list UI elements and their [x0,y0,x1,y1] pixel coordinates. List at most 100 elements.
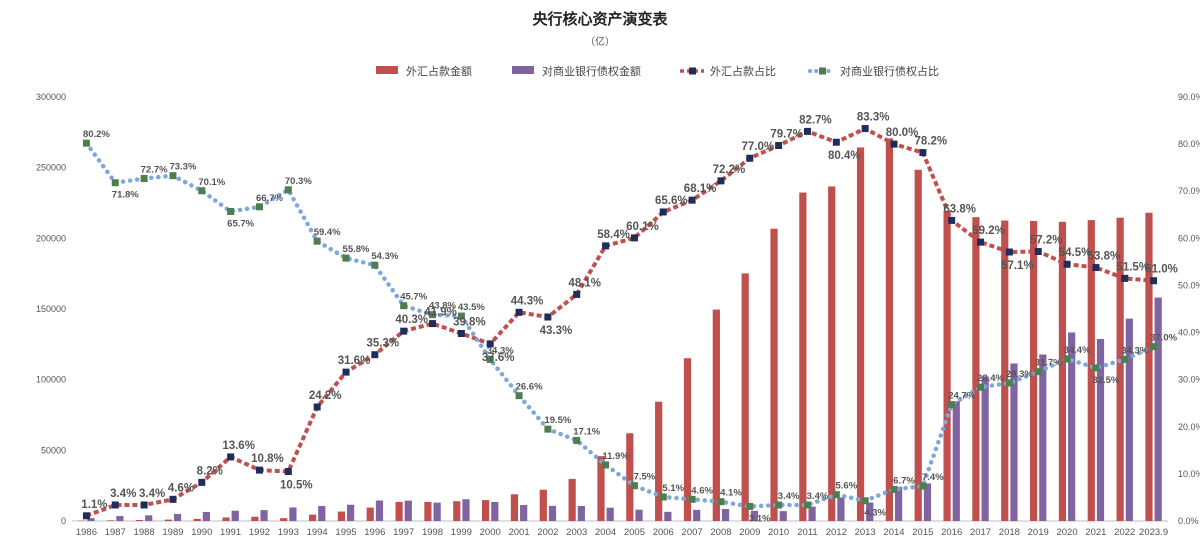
label-fx-share: 1.1% [81,499,107,511]
marker-fx-share [371,351,379,359]
marker-bank-claims-share [342,254,350,262]
label-fx-share: 60.1% [626,221,659,233]
chart-legend: 外汇占款金额 对商业银行债权金额 外汇占款占比 对商业银行债权占比 [376,64,939,78]
bar-fx-amount [337,511,345,521]
x-axis-tick-label: 2006 [653,527,674,538]
x-axis-tick-label: 2021 [1085,527,1106,538]
x-axis-tick-label: 2001 [508,527,529,538]
label-bank-claims-share: 66.7% [256,193,283,204]
marker-fx-share [832,138,840,146]
marker-fx-share [313,403,321,411]
right-axis-tick-label: 50.0% [1178,280,1200,290]
bar-fx-amount [626,433,634,521]
marker-bank-claims-share [1121,355,1129,363]
marker-bank-claims-share [688,495,696,503]
label-bank-claims-share: 59.4% [314,227,341,238]
legend-label: 对商业银行债权占比 [840,64,939,78]
x-axis-tick-label: 2015 [912,527,933,538]
left-axis-tick-label: 300000 [36,92,66,102]
label-bank-claims-share: 45.7% [400,292,427,303]
bar-bank-claims-amount [635,509,643,521]
label-bank-claims-share: 73.3% [169,162,196,173]
marker-bank-claims-share [400,302,408,310]
marker-bank-claims-share [1034,368,1042,376]
marker-bank-claims-share [284,186,292,194]
label-fx-share: 68.1% [684,183,717,195]
marker-bank-claims-share [919,482,927,490]
label-bank-claims-share: 3.4% [778,491,800,502]
bar-fx-amount [453,501,461,521]
label-bank-claims-share: 80.2% [83,129,110,140]
x-axis-tick-label: 2020 [1056,527,1077,538]
marker-fx-share [948,216,956,224]
bar-fx-amount [510,494,519,521]
right-axis-tick-label: 0.0% [1178,516,1199,526]
marker-bank-claims-share [948,401,956,409]
label-fx-share: 51.5% [1116,261,1149,273]
bar-fx-amount [424,501,432,521]
x-axis-tick-label: 2013 [855,527,876,538]
x-axis-ticks: 1986 1987 1988 1989 1990 1991 1992 1993 1994 1995… [76,527,1168,538]
bar-fx-amount [193,518,201,521]
marker-fx-share [659,208,667,216]
label-bank-claims-share: 43.8% [429,301,456,312]
label-bank-claims-share: 72.7% [141,165,168,176]
label-bank-claims-share: 3.1% [749,513,771,524]
x-axis-tick-label: 1987 [105,527,126,538]
x-axis-tick-label: 1998 [422,527,443,538]
right-axis-tick-label: 20.0% [1178,422,1200,432]
label-bank-claims-share: 11.9% [602,451,629,462]
bar-fx-amount [251,516,259,521]
right-axis-tick-label: 70.0% [1178,186,1200,196]
right-axis-tick-label: 40.0% [1178,328,1200,338]
label-bank-claims-share: 55.8% [343,244,370,255]
label-bank-claims-share: 5.1% [662,483,684,494]
label-fx-share: 57.2% [1030,235,1063,247]
marker-bank-claims-share [1063,355,1071,363]
marker-fx-share [630,234,638,242]
left-axis-tick-label: 50000 [41,445,66,455]
label-fx-share: 77.0% [741,141,774,153]
bar-fx-amount [395,501,403,521]
label-fx-share: 35.3% [367,338,400,350]
line-fx-share [85,126,1154,518]
right-axis-tick-label: 10.0% [1178,469,1200,479]
label-bank-claims-share: 37.0% [1150,333,1177,344]
label-fx-share: 41.9% [424,307,457,319]
right-axis-tick-label: 80.0% [1178,139,1200,149]
marker-fx-share [775,142,783,150]
label-bank-claims-share: 4.3% [864,508,886,519]
bar-bank-claims-amount [808,506,816,521]
label-bank-claims-share: 5.6% [835,481,857,492]
marker-fx-share [1150,277,1158,285]
legend-label: 外汇占款金额 [406,64,472,78]
label-bank-claims-share: 65.7% [227,218,254,229]
label-bank-claims-share: 7.5% [634,472,656,483]
marker-bank-claims-share [746,502,754,510]
label-bank-claims-share: 34.3% [487,345,514,356]
x-axis-tick-label: 2010 [768,527,789,538]
marker-fx-share [688,196,696,204]
label-fx-share: 39.8% [453,316,486,328]
bar-fx-amount [164,519,172,521]
legend-swatch-marker [689,67,696,75]
x-axis-tick-label: 2022 [1114,527,1135,538]
legend-swatch-bar [376,66,398,74]
bar-bank-claims-amount [721,508,730,521]
right-axis-tick-label: 30.0% [1178,375,1200,385]
bar-fx-amount [943,210,951,521]
bar-bank-claims-amount [750,510,758,521]
label-bank-claims-share: 19.5% [544,415,571,426]
label-bank-claims-share: 26.6% [516,382,543,393]
bar-fx-amount [885,138,893,522]
label-bank-claims-share: 4.1% [720,488,742,499]
marker-bank-claims-share [832,491,840,499]
chart-title: 央行核心资产演变表 [532,10,668,28]
bar-bank-claims-amount [981,376,989,521]
bar-bank-claims-amount [779,511,787,521]
marker-bank-claims-share [717,498,725,506]
marker-bank-claims-share [573,436,581,444]
marker-bank-claims-share [486,355,494,363]
x-axis-tick-label: 2003 [566,527,587,538]
x-axis-tick-label: 1996 [364,527,385,538]
